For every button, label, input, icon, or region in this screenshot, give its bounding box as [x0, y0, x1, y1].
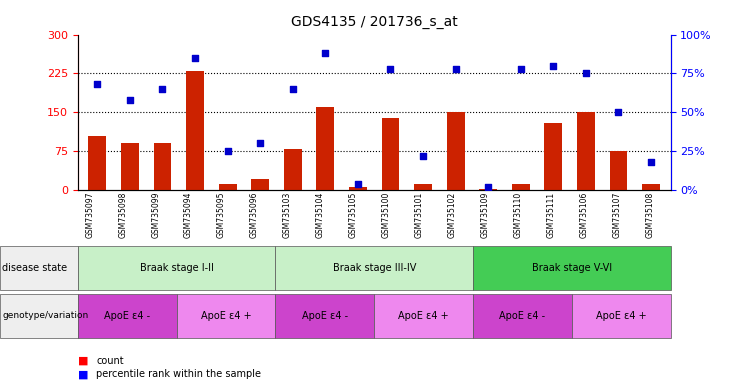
Text: Braak stage V-VI: Braak stage V-VI: [532, 263, 612, 273]
Text: GSM735101: GSM735101: [415, 192, 424, 238]
Point: [613, 109, 625, 116]
Text: GSM735094: GSM735094: [184, 192, 193, 238]
Bar: [642, 184, 660, 190]
Point: [450, 66, 462, 72]
Point: [287, 86, 299, 92]
Bar: [284, 149, 302, 190]
Point: [189, 55, 201, 61]
Point: [352, 181, 364, 187]
Text: ApoE ε4 +: ApoE ε4 +: [596, 311, 646, 321]
Text: GSM735109: GSM735109: [480, 192, 490, 238]
Text: GSM735104: GSM735104: [316, 192, 325, 238]
Point: [319, 50, 331, 56]
Bar: [414, 184, 432, 190]
Text: GSM735096: GSM735096: [250, 192, 259, 238]
Text: Braak stage I-II: Braak stage I-II: [139, 263, 213, 273]
Bar: [577, 113, 595, 190]
Point: [417, 153, 429, 159]
Point: [124, 97, 136, 103]
Text: ApoE ε4 +: ApoE ε4 +: [399, 311, 449, 321]
Text: ApoE ε4 -: ApoE ε4 -: [499, 311, 545, 321]
Bar: [479, 189, 497, 190]
Point: [156, 86, 168, 92]
Text: GSM735107: GSM735107: [612, 192, 621, 238]
Text: ApoE ε4 -: ApoE ε4 -: [302, 311, 348, 321]
Text: percentile rank within the sample: percentile rank within the sample: [96, 369, 262, 379]
Bar: [88, 136, 106, 190]
Text: GSM735111: GSM735111: [546, 192, 555, 238]
Point: [515, 66, 527, 72]
Text: ApoE ε4 +: ApoE ε4 +: [201, 311, 251, 321]
Point: [580, 70, 592, 76]
Text: GSM735097: GSM735097: [85, 192, 94, 238]
Text: ApoE ε4 -: ApoE ε4 -: [104, 311, 150, 321]
Point: [645, 159, 657, 165]
Text: disease state: disease state: [2, 263, 67, 273]
Bar: [382, 118, 399, 190]
Text: Braak stage III-IV: Braak stage III-IV: [333, 263, 416, 273]
Text: GDS4135 / 201736_s_at: GDS4135 / 201736_s_at: [290, 15, 458, 29]
Point: [548, 63, 559, 69]
Text: genotype/variation: genotype/variation: [2, 311, 88, 320]
Bar: [512, 184, 530, 190]
Text: count: count: [96, 356, 124, 366]
Text: GSM735098: GSM735098: [119, 192, 127, 238]
Bar: [545, 123, 562, 190]
Point: [254, 141, 266, 147]
Text: GSM735103: GSM735103: [283, 192, 292, 238]
Point: [222, 148, 233, 154]
Bar: [610, 151, 628, 190]
Text: GSM735105: GSM735105: [349, 192, 358, 238]
Bar: [349, 187, 367, 190]
Point: [482, 184, 494, 190]
Text: GSM735110: GSM735110: [514, 192, 522, 238]
Point: [91, 81, 103, 88]
Bar: [121, 144, 139, 190]
Text: GSM735100: GSM735100: [382, 192, 391, 238]
Text: GSM735108: GSM735108: [645, 192, 654, 238]
Bar: [447, 113, 465, 190]
Text: ■: ■: [78, 356, 88, 366]
Bar: [186, 71, 204, 190]
Text: GSM735102: GSM735102: [448, 192, 456, 238]
Text: ■: ■: [78, 369, 88, 379]
Text: GSM735095: GSM735095: [217, 192, 226, 238]
Point: [385, 66, 396, 72]
Text: GSM735099: GSM735099: [151, 192, 160, 238]
Text: GSM735106: GSM735106: [579, 192, 588, 238]
Bar: [251, 179, 269, 190]
Bar: [153, 144, 171, 190]
Bar: [219, 184, 236, 190]
Bar: [316, 107, 334, 190]
